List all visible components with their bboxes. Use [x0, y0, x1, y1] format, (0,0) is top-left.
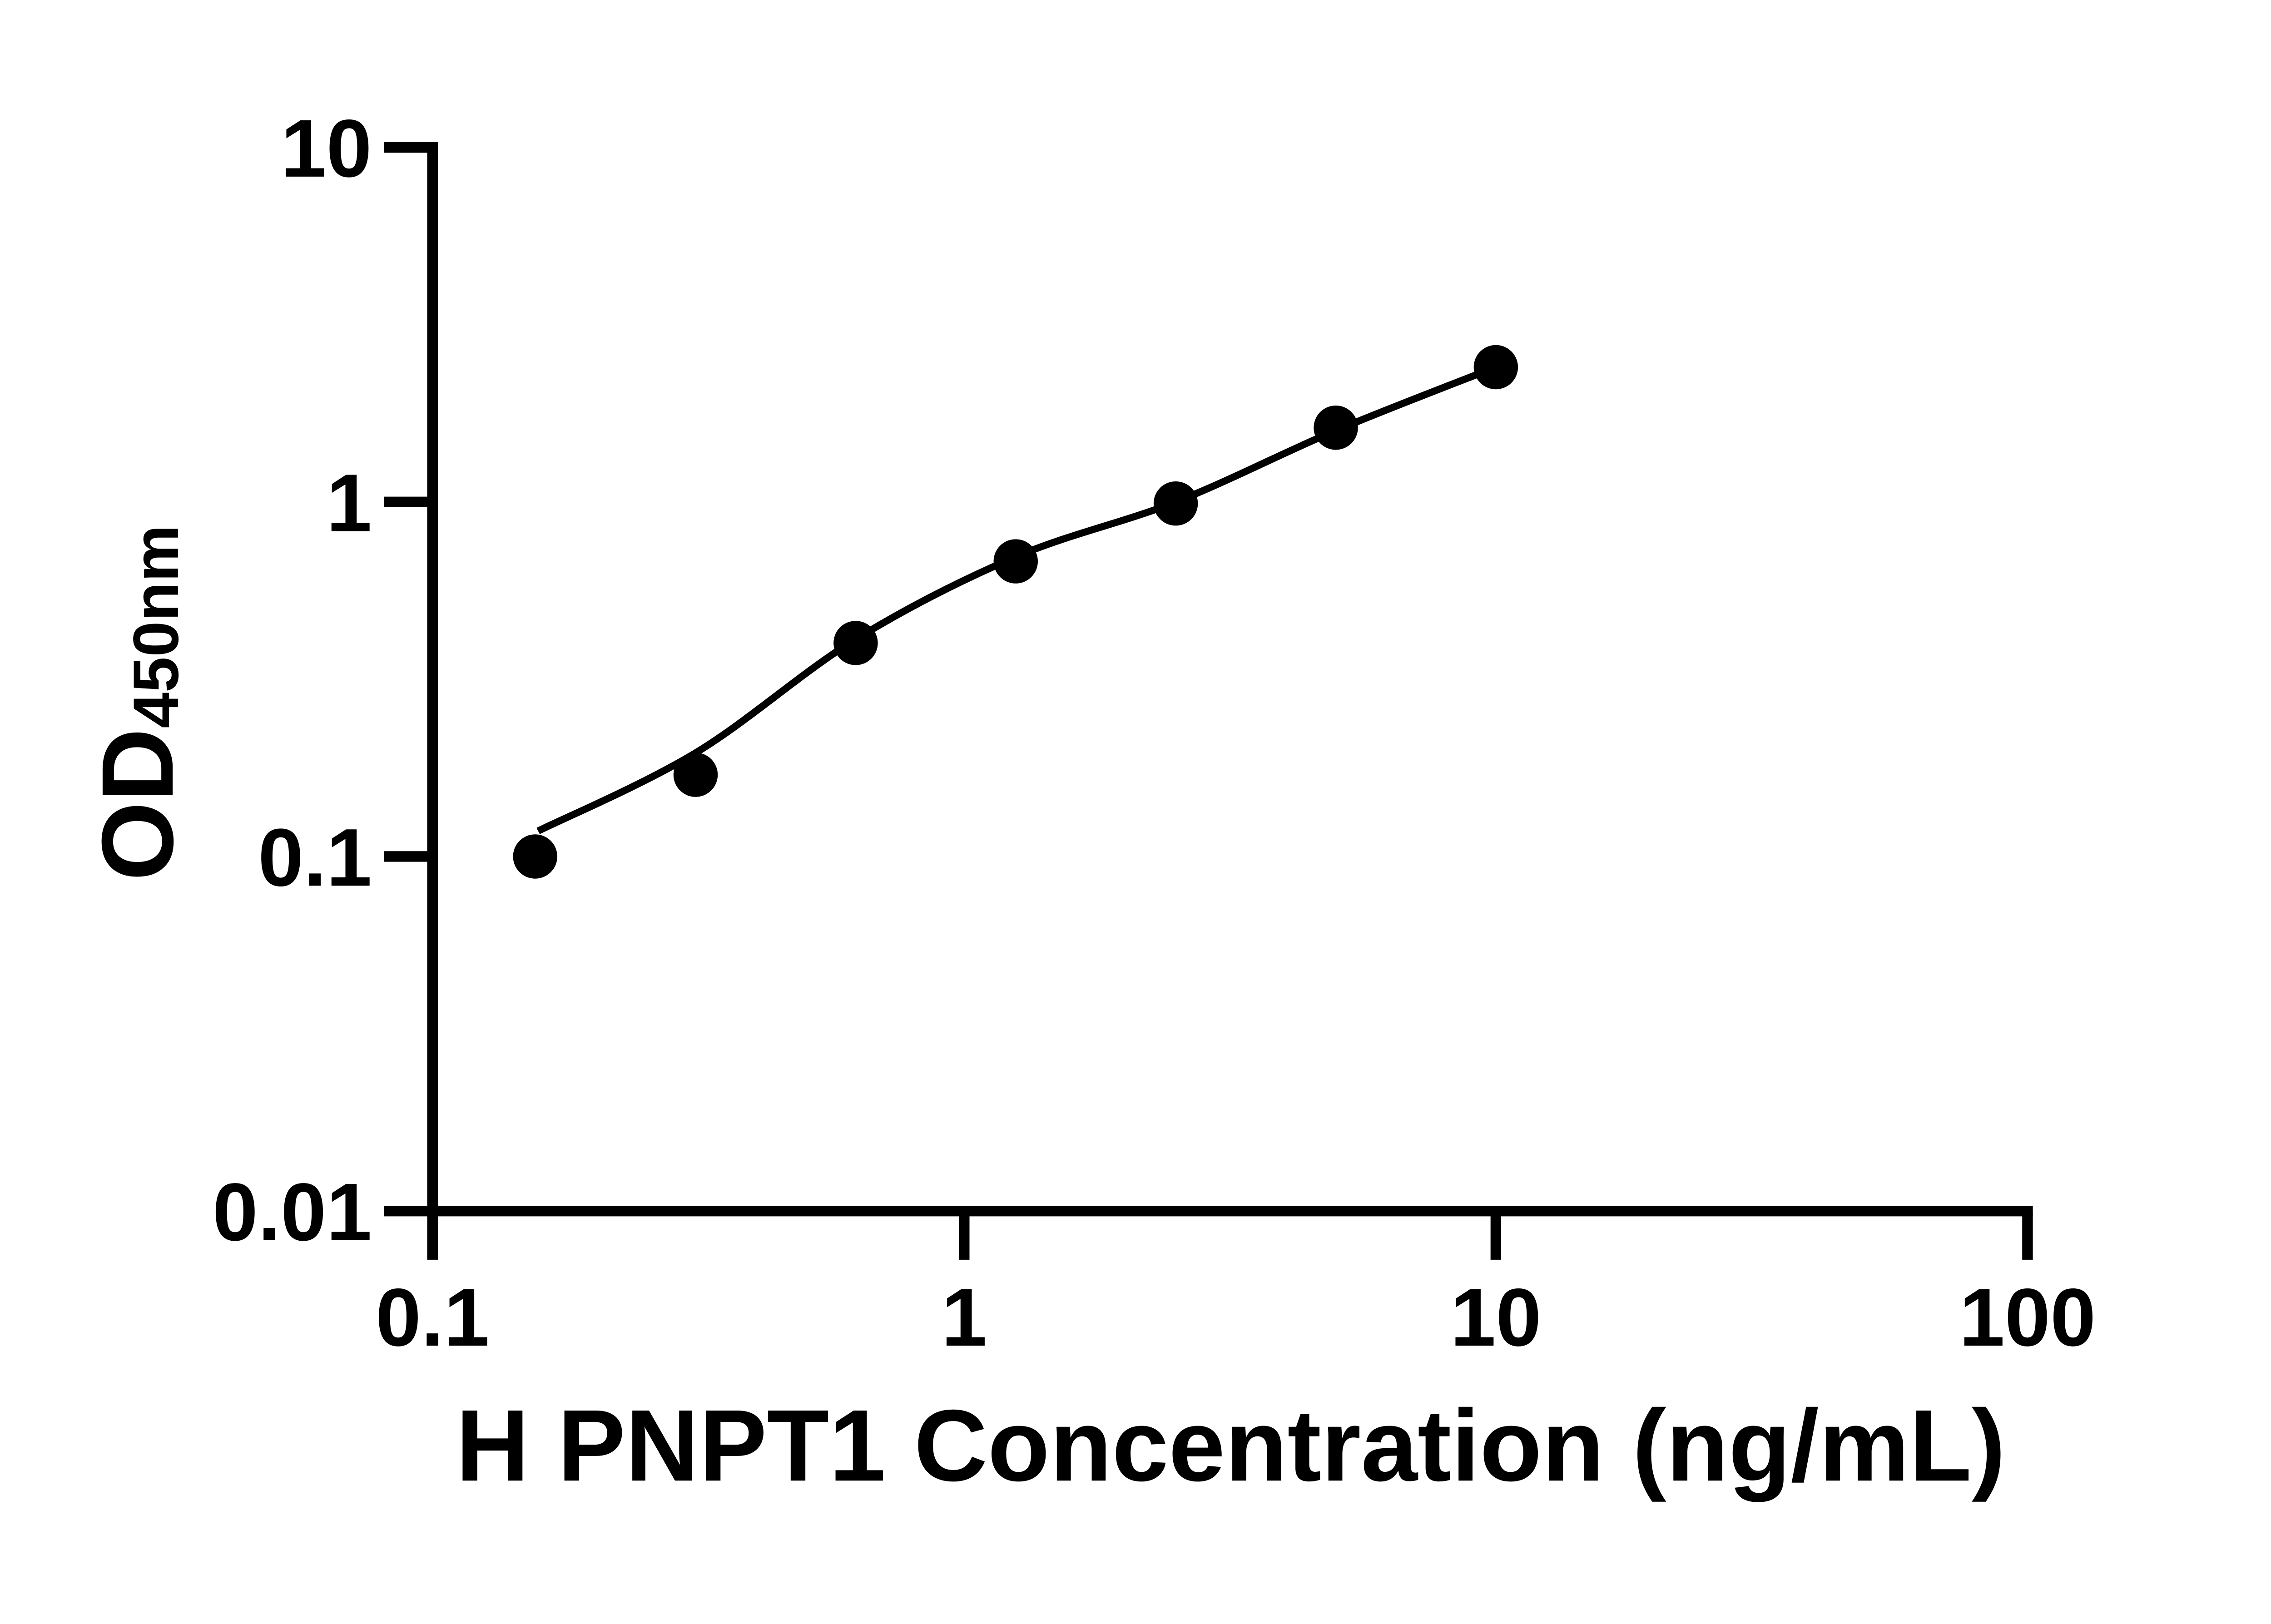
y-tick-label: 0.1 — [258, 812, 372, 903]
data-point — [513, 834, 557, 879]
elisa-standard-curve-figure: 0.1 1 10 100 10 1 0.1 0.01 H PNPT1 Concentration… — [0, 0, 2271, 1583]
y-axis-title: OD450nm — [80, 525, 194, 881]
data-point — [1153, 481, 1198, 526]
y-axis-title-main: OD — [80, 728, 194, 881]
x-tick-label: 0.1 — [376, 1272, 490, 1363]
x-tick-label: 1 — [942, 1272, 987, 1363]
x-tick-label: 10 — [1450, 1272, 1542, 1363]
y-tick-label: 0.01 — [213, 1167, 372, 1258]
y-tick-label: 1 — [326, 458, 372, 549]
data-point — [1314, 405, 1358, 450]
data-point — [993, 539, 1038, 584]
data-point — [673, 753, 718, 797]
plot-background — [0, 0, 2271, 1583]
x-axis-title: H PNPT1 Concentration (ng/mL) — [456, 1388, 2005, 1502]
y-axis-title-subscript: 450nm — [120, 525, 192, 728]
data-point — [1473, 345, 1518, 390]
x-tick-label: 100 — [1959, 1272, 2096, 1363]
data-point — [833, 621, 878, 665]
y-tick-label: 10 — [281, 103, 372, 194]
